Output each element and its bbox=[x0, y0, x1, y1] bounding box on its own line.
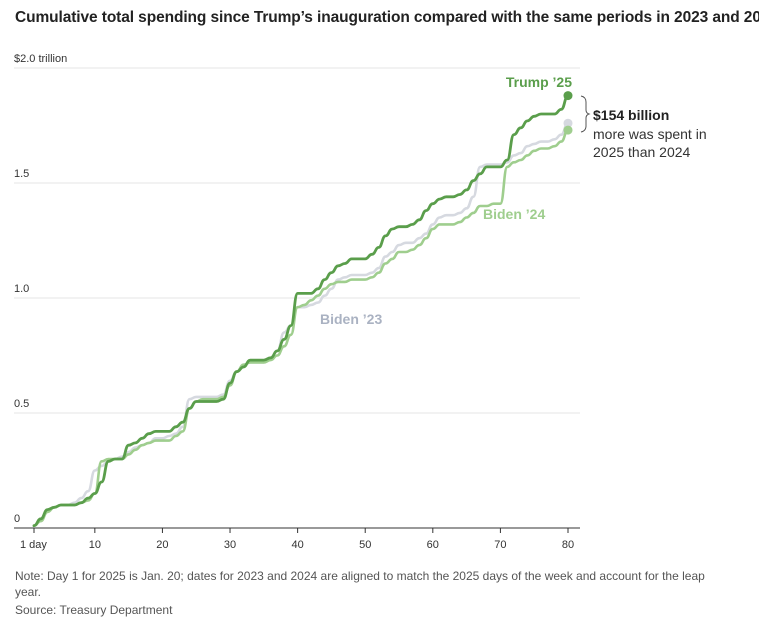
x-tick-label: 40 bbox=[291, 539, 303, 551]
series-endpoint-biden24 bbox=[563, 125, 573, 135]
y-tick-label: 0.5 bbox=[14, 398, 29, 410]
x-tick-label: 80 bbox=[562, 539, 574, 551]
series-label-biden-24: Biden ’24 bbox=[483, 206, 545, 222]
x-tick-label: 70 bbox=[494, 539, 506, 551]
annotation-line-2: 2025 than 2024 bbox=[593, 144, 691, 160]
series-line-biden23 bbox=[32, 121, 570, 527]
grid-lines: 0 0.5 1.0 1.5 $2.0 trillion bbox=[14, 53, 580, 525]
series-label-trump-25: Trump ’25 bbox=[506, 74, 572, 90]
y-tick-label: 0 bbox=[14, 513, 20, 525]
chart-source: Source: Treasury Department bbox=[15, 603, 173, 617]
series-line-biden24 bbox=[32, 128, 570, 527]
series-label-biden-23: Biden ’23 bbox=[320, 311, 382, 327]
line-chart: 0 0.5 1.0 1.5 $2.0 trillion 1 day 10 20 30 40 50 6… bbox=[14, 53, 707, 551]
annotation-line-1: more was spent in bbox=[593, 126, 707, 142]
x-tick-label: 20 bbox=[156, 539, 168, 551]
chart-title: Cumulative total spending since Trump’s … bbox=[15, 9, 759, 26]
difference-annotation: $154 billion more was spent in 2025 than… bbox=[580, 95, 707, 160]
chart-note: Note: Day 1 for 2025 is Jan. 20; dates f… bbox=[15, 569, 705, 599]
series-endpoint-biden23 bbox=[563, 118, 573, 128]
x-tick-label: 10 bbox=[89, 539, 101, 551]
x-tick-label: 50 bbox=[359, 539, 371, 551]
x-tick-label: 30 bbox=[224, 539, 236, 551]
annotation-bracket bbox=[580, 95, 591, 133]
y-tick-label: $2.0 trillion bbox=[14, 53, 67, 65]
annotation-amount: $154 billion bbox=[593, 107, 669, 123]
y-tick-label: 1.0 bbox=[14, 283, 29, 295]
y-tick-label: 1.5 bbox=[14, 168, 29, 180]
x-tick-label: 60 bbox=[427, 539, 439, 551]
series-line-trump25 bbox=[32, 94, 570, 528]
series-labels: Trump ’25 Biden ’24 Biden ’23 bbox=[320, 74, 572, 327]
x-axis: 1 day 10 20 30 40 50 60 70 80 bbox=[14, 527, 580, 551]
x-tick-label: 1 day bbox=[20, 539, 47, 551]
series-lines bbox=[32, 91, 573, 528]
series-endpoint-trump25 bbox=[563, 91, 573, 101]
